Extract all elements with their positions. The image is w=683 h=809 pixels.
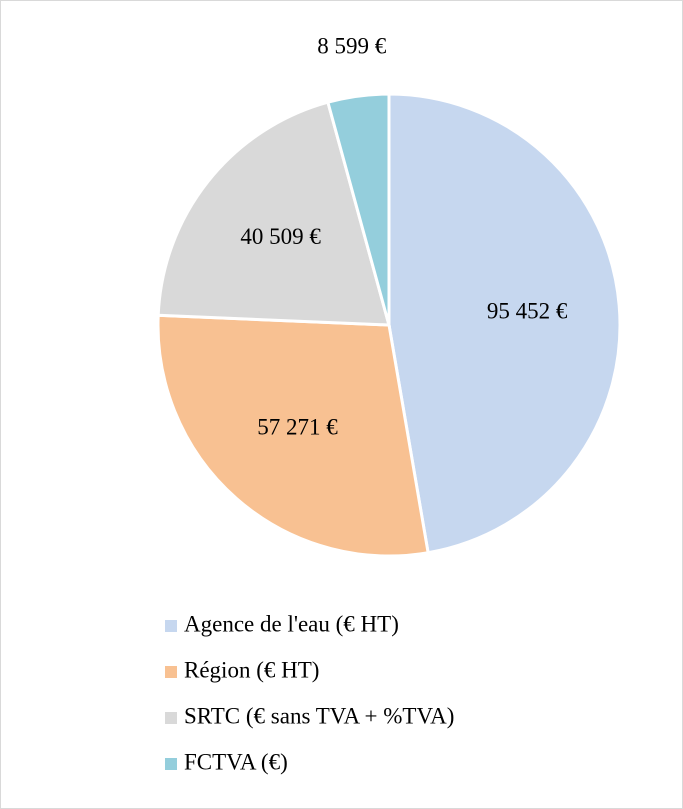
pie-slice (156, 313, 430, 558)
legend-swatch (165, 758, 177, 770)
legend-swatch (165, 712, 177, 724)
data-label: 57 271 € (257, 414, 338, 439)
pie-slice (156, 100, 391, 327)
data-label: 8 599 € (317, 33, 387, 58)
pie-slice (387, 92, 622, 555)
data-label: 40 509 € (240, 224, 321, 249)
legend-label: SRTC (€ sans TVA + %TVA) (184, 703, 454, 728)
legend-label: Région (€ HT) (184, 657, 319, 682)
data-label: 95 452 € (487, 299, 568, 324)
legend-label: FCTVA (€) (184, 749, 288, 774)
legend-swatch (165, 666, 177, 678)
pie-slice (326, 92, 391, 326)
legend-label: Agence de l'eau (€ HT) (184, 611, 399, 636)
legend-swatch (165, 620, 177, 632)
